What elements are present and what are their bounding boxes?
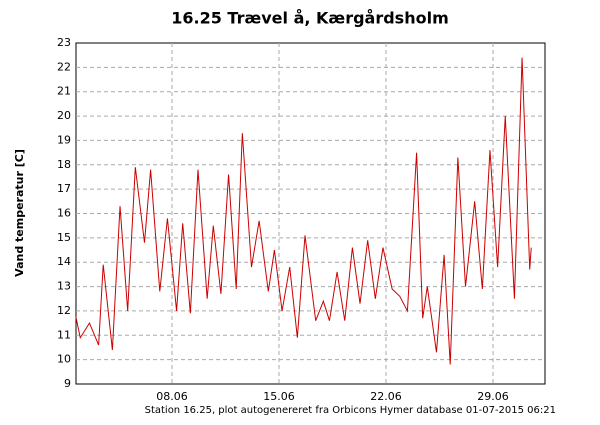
chart-title: 16.25 Trævel å, Kærgårdsholm — [171, 9, 448, 28]
data-line — [75, 57, 532, 365]
y-tick-label: 23 — [57, 36, 71, 49]
x-tick-label: 15.06 — [263, 390, 295, 403]
y-tick-label: 18 — [57, 158, 71, 171]
y-tick-label: 20 — [57, 109, 71, 122]
y-tick-label: 14 — [57, 255, 71, 268]
y-tick-label: 13 — [57, 280, 71, 293]
y-tick-label: 9 — [64, 377, 71, 390]
y-tick-label: 21 — [57, 85, 71, 98]
y-tick-label: 17 — [57, 182, 71, 195]
x-tick-label: 22.06 — [370, 390, 402, 403]
y-tick-label: 12 — [57, 304, 71, 317]
y-tick-label: 11 — [57, 328, 71, 341]
footer: Station 16.25, plot autogenereret fra Or… — [145, 405, 556, 416]
x-tick-label: 29.06 — [477, 390, 509, 403]
y-tick-label: 10 — [57, 353, 71, 366]
y-tick-label: 22 — [57, 60, 71, 73]
x-tick-label: 08.06 — [156, 390, 188, 403]
y-tick-label: 16 — [57, 207, 71, 220]
y-axis-label: Vand temperatur [C] — [13, 149, 26, 277]
y-tick-label: 15 — [57, 231, 71, 244]
y-tick-label: 19 — [57, 133, 71, 146]
